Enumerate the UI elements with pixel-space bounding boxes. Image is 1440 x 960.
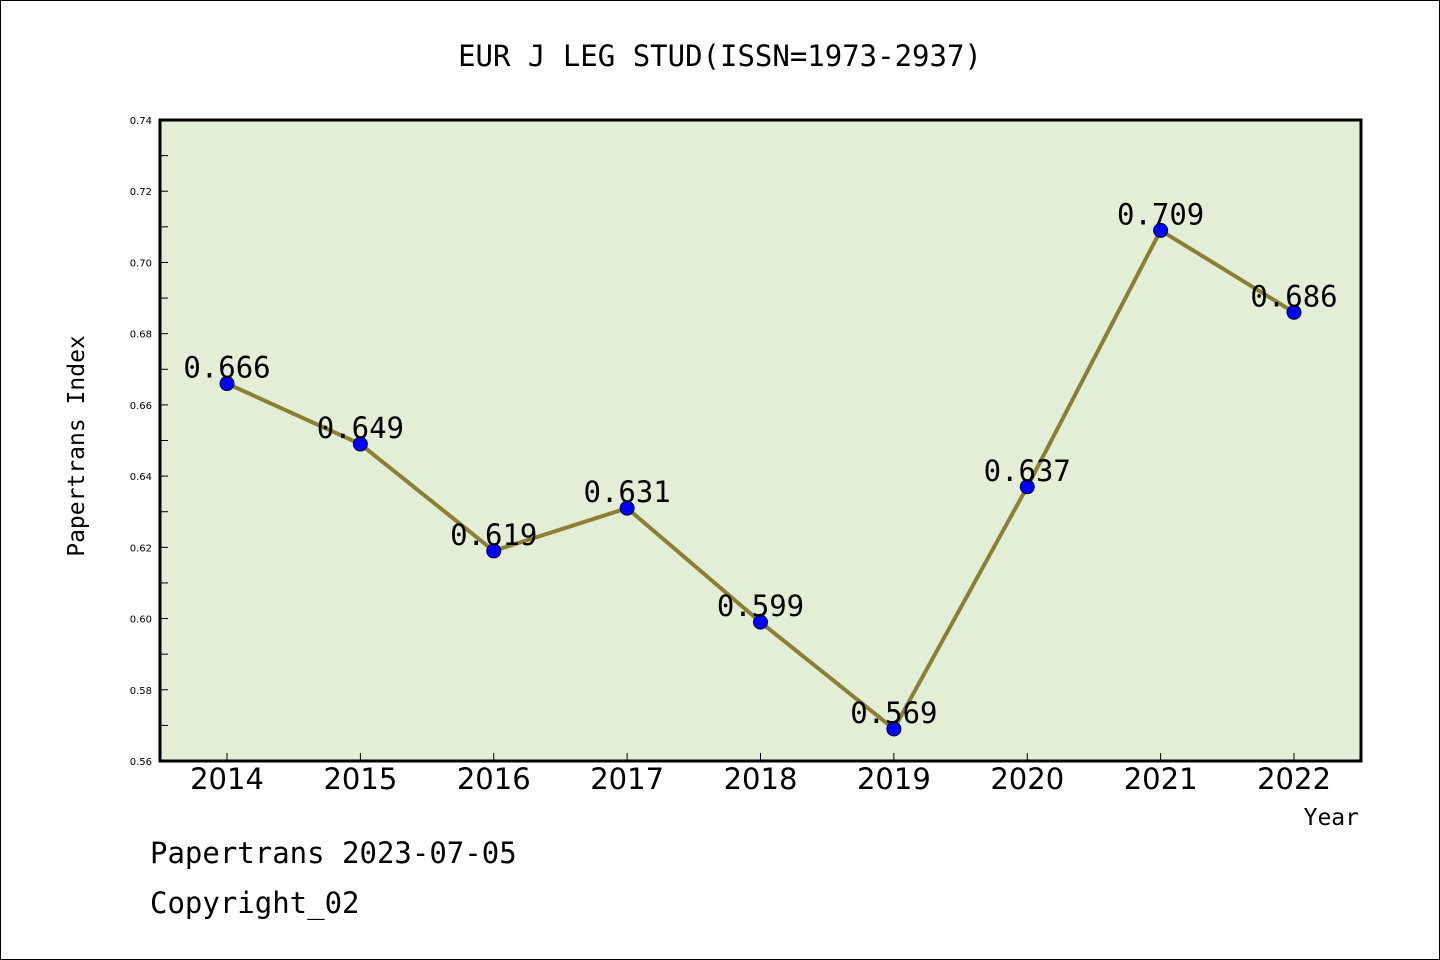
x-tick-label: 2015 [323, 762, 397, 796]
x-tick-label: 2021 [1124, 762, 1198, 796]
x-axis-ticks: 2014 2015 2016 2017 2018 2019 2020 2021 2022 [190, 753, 1331, 796]
x-tick-label: 2022 [1257, 762, 1331, 796]
data-point [1286, 304, 1302, 320]
y-tick-label: 0.60 [130, 615, 152, 626]
data-label: 0.637 [984, 454, 1071, 488]
x-tick-label: 2020 [990, 762, 1064, 796]
y-tick-label: 0.58 [130, 686, 152, 697]
y-axis-ticks: 0.56 0.58 0.60 0.62 0.64 0.66 0.68 0.70 0.72 0.74 [130, 116, 168, 768]
data-label: 0.631 [583, 475, 670, 509]
y-tick-label: 0.56 [130, 757, 152, 768]
x-axis-label: Year [1304, 805, 1359, 831]
data-point [1153, 222, 1169, 238]
data-labels: 0.666 0.649 0.619 0.631 0.599 0.569 0.637 0.709… [183, 197, 1337, 730]
data-label: 0.569 [850, 696, 937, 730]
x-tick-label: 2014 [190, 762, 264, 796]
x-tick-label: 2019 [857, 762, 931, 796]
footer-copyright-text: Copyright_02 [150, 886, 360, 920]
data-label: 0.599 [717, 589, 804, 623]
data-point [219, 376, 235, 392]
x-tick-label: 2017 [590, 762, 664, 796]
data-label: 0.649 [317, 411, 404, 445]
x-tick-label: 2016 [457, 762, 531, 796]
data-label: 0.709 [1117, 197, 1204, 231]
chart-title: EUR J LEG STUD(ISSN=1973-2937) [458, 39, 982, 73]
y-tick-label: 0.70 [130, 258, 152, 269]
y-tick-label: 0.74 [130, 116, 152, 127]
data-label: 0.619 [450, 518, 537, 552]
data-point [753, 614, 768, 630]
y-tick-label: 0.66 [130, 401, 152, 412]
data-point [619, 500, 635, 516]
data-markers [219, 222, 1302, 737]
data-label: 0.666 [183, 351, 270, 385]
data-label: 0.686 [1250, 279, 1337, 313]
y-tick-label: 0.68 [130, 330, 152, 341]
x-tick-label: 2018 [724, 762, 798, 796]
y-axis-label: Papertrans Index [64, 335, 90, 557]
data-point [486, 543, 502, 559]
footer-date-text: Papertrans 2023-07-05 [150, 836, 517, 870]
data-point [1019, 479, 1035, 495]
data-point [886, 721, 902, 737]
data-point [352, 436, 368, 452]
y-tick-label: 0.64 [130, 472, 152, 483]
y-tick-label: 0.72 [130, 187, 152, 198]
y-tick-label: 0.62 [130, 543, 152, 554]
